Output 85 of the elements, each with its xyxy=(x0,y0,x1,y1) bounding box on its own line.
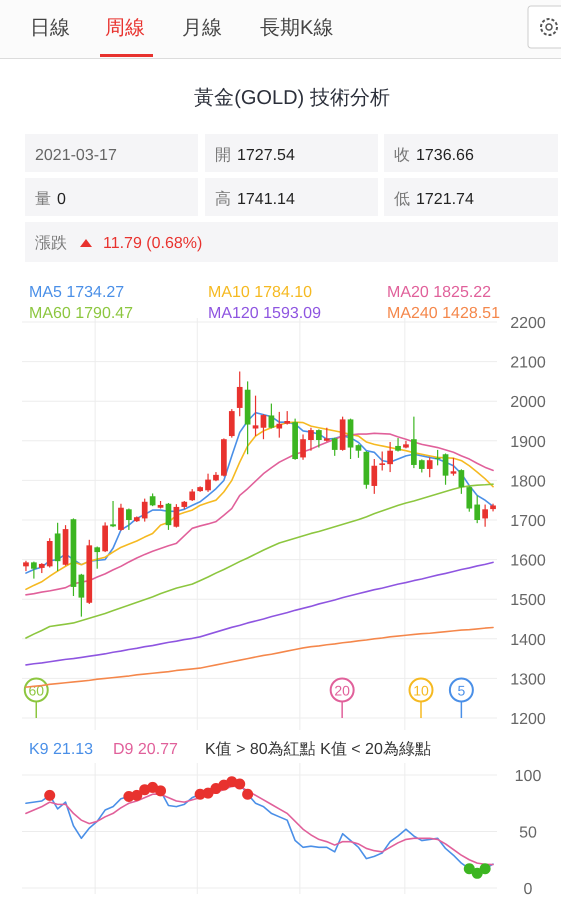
candlestick xyxy=(332,437,338,456)
candlestick xyxy=(395,437,401,452)
candlestick xyxy=(426,456,433,478)
y-tick-label: 100 xyxy=(514,768,542,785)
candlestick xyxy=(284,410,290,426)
point xyxy=(242,788,254,800)
y-tick-label: 1300 xyxy=(510,671,546,688)
annotation: 10 xyxy=(413,682,429,698)
text: MA60 1790.47 xyxy=(29,305,134,322)
y-tick-label: 2200 xyxy=(510,315,546,332)
text: 量 0 xyxy=(35,191,66,208)
candlestick xyxy=(268,402,274,430)
candlestick xyxy=(166,502,172,530)
text: MA20 1825.22 xyxy=(387,284,492,301)
candlestick xyxy=(316,428,322,448)
point xyxy=(480,863,491,874)
candlestick xyxy=(387,441,393,473)
candlestick xyxy=(38,562,45,574)
candlestick xyxy=(308,427,314,452)
text: 11.79 (0.68%) xyxy=(103,235,202,252)
text: 收 1736.66 xyxy=(394,147,474,164)
candlestick xyxy=(482,504,488,528)
y-tick-label: 50 xyxy=(519,824,537,842)
candlestick xyxy=(110,500,116,528)
point xyxy=(155,785,166,796)
text: 低 1721.74 xyxy=(394,191,474,208)
candlestick xyxy=(466,486,472,512)
candlestick xyxy=(78,573,84,618)
candlestick xyxy=(213,471,219,482)
text: 周線 xyxy=(105,17,145,39)
text: 開 1727.54 xyxy=(215,147,295,164)
text: MA240 1428.51 xyxy=(387,305,500,322)
candlestick xyxy=(356,444,362,458)
candlestick xyxy=(474,494,480,524)
point xyxy=(131,790,142,801)
candlestick xyxy=(252,395,258,437)
text: 黃金(GOLD) 技術分析 xyxy=(194,87,390,109)
y-tick-label: 2100 xyxy=(510,354,546,372)
y-tick-label: 2000 xyxy=(510,394,546,412)
text: K值 > 80為紅點 K值 < 20為綠點 xyxy=(205,740,431,758)
text: MA10 1784.10 xyxy=(208,284,312,301)
annotation: 20 xyxy=(334,682,350,698)
candlestick xyxy=(126,508,132,530)
candlestick xyxy=(324,427,330,442)
y-tick-label: 1500 xyxy=(510,592,546,610)
point xyxy=(44,790,56,801)
point xyxy=(234,778,246,790)
candlestick xyxy=(379,450,386,472)
candlestick xyxy=(142,498,148,522)
candlestick xyxy=(31,560,37,580)
text: 高 1741.14 xyxy=(215,190,295,208)
y-tick-label: 1600 xyxy=(510,552,546,570)
candlestick xyxy=(23,560,29,572)
annotation: 5 xyxy=(457,682,466,698)
y-tick-label: 0 xyxy=(524,881,533,898)
candlestick xyxy=(150,492,156,507)
y-tick-label: 1900 xyxy=(510,434,546,451)
text: 月線 xyxy=(182,17,222,39)
text: 2021-03-17 xyxy=(35,147,117,164)
text: D9 20.77 xyxy=(113,741,178,758)
candlestick xyxy=(300,434,306,460)
text: 長期K線 xyxy=(260,17,334,39)
text: MA5 1734.27 xyxy=(29,284,124,301)
candlestick xyxy=(189,488,196,502)
point xyxy=(472,868,483,879)
candlestick xyxy=(371,458,378,494)
candlestick xyxy=(458,468,464,494)
y-tick-label: 1400 xyxy=(510,632,546,649)
candlestick xyxy=(276,411,282,438)
text: MA120 1593.09 xyxy=(208,305,322,322)
point xyxy=(202,788,214,799)
y-tick-label: 1800 xyxy=(510,473,546,490)
candlestick xyxy=(205,473,211,492)
candlestick xyxy=(174,504,180,528)
text: 漲跌 xyxy=(35,235,67,252)
candlestick xyxy=(418,458,425,474)
candlestick xyxy=(260,414,266,440)
y-tick-label: 1700 xyxy=(510,513,546,530)
candlestick xyxy=(236,370,243,417)
candlestick xyxy=(118,503,124,532)
candlestick xyxy=(442,452,448,486)
text: 日線 xyxy=(30,17,70,39)
y-tick-label: 1200 xyxy=(510,711,546,728)
candlestick xyxy=(94,546,100,570)
text: K9 21.13 xyxy=(29,741,94,758)
